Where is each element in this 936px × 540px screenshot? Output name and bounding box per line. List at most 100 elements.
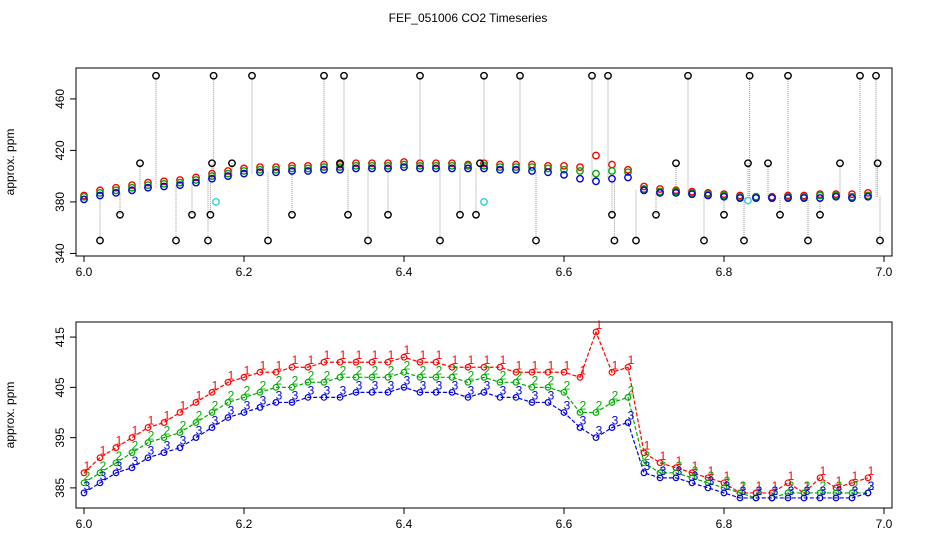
plot-frame [75,321,893,509]
point-label: 3 [452,378,459,392]
point-label: 3 [804,484,811,498]
point-label: 2 [740,479,747,493]
data-point [384,388,392,396]
point-label: 2 [308,368,315,382]
data-point [528,399,536,406]
data-point [480,198,488,206]
data-point [272,383,280,391]
point-label: 3 [148,444,155,458]
data-point [608,368,616,376]
point-label: 3 [500,383,507,397]
point-label: 3 [724,479,731,493]
data-point [256,163,264,172]
data-point [496,163,504,172]
point-label: 3 [340,383,347,397]
point-label: 3 [260,393,267,407]
data-point [96,479,104,487]
point-label: 3 [420,378,427,392]
data-point [656,185,664,193]
data-point [608,174,616,183]
x-tick-label: 6.6 [556,265,573,279]
data-point [192,173,200,182]
point-label: 2 [100,459,107,473]
data-point [688,479,696,487]
data-point [212,198,220,206]
data-point [640,186,648,195]
point-label: 1 [132,424,139,438]
y-tick-label: 420 [53,140,67,160]
data-point [764,159,772,168]
data-point [368,358,376,366]
point-label: 1 [468,353,475,367]
point-label: 1 [388,348,395,362]
point-label: 3 [644,459,651,473]
data-point [364,236,372,245]
data-point [288,167,296,175]
x-tick-label: 6.0 [76,265,93,279]
point-label: 2 [692,464,699,478]
data-point [256,404,264,411]
point-label: 3 [468,383,475,397]
data-point [416,164,424,173]
data-point [576,373,584,381]
data-point [816,194,824,202]
data-point [624,419,632,426]
data-point [856,71,864,80]
y-axis-label: approx. ppm [3,129,17,196]
point-label: 1 [228,368,235,382]
data-point [624,394,632,401]
data-point [416,161,424,170]
point-label: 3 [708,474,715,488]
point-label: 2 [820,479,827,493]
data-point [432,388,440,396]
data-point [304,363,312,371]
data-point [272,368,280,376]
data-point [96,454,104,462]
data-point [320,163,328,172]
point-label: 2 [324,368,331,382]
data-point [816,191,824,200]
point-label: 1 [772,479,779,493]
point-label: 2 [580,398,587,412]
data-point [816,210,824,219]
data-point [288,161,296,170]
y-axis-label: approx. ppm [3,382,17,449]
point-label: 2 [836,479,843,493]
point-label: 3 [196,424,203,438]
series-line [83,386,869,499]
data-point [876,236,884,245]
data-point [172,236,180,245]
data-point [340,71,348,80]
data-point [128,434,136,442]
data-point [476,159,484,168]
point-label: 3 [676,464,683,478]
data-point [176,176,184,184]
data-point [832,494,840,502]
data-point [96,191,104,200]
data-point [688,190,696,199]
data-point [96,236,104,245]
data-point [576,424,584,431]
data-point [560,368,568,376]
point-label: 1 [260,358,267,372]
point-label: 3 [164,439,171,453]
data-point [836,159,844,168]
x-tick-label: 6.2 [236,265,253,279]
data-point [240,164,248,173]
point-label: 2 [228,388,235,402]
data-point [112,186,120,195]
data-point [400,368,408,376]
data-point [640,182,648,191]
data-point [256,168,264,177]
data-point [432,373,440,381]
data-point [624,168,632,177]
data-point [368,159,376,168]
data-point [240,169,248,178]
data-point [128,449,136,457]
point-label: 2 [84,469,91,483]
point-label: 2 [676,459,683,473]
point-label: 1 [612,358,619,372]
data-point [304,161,312,170]
point-label: 2 [644,449,651,463]
data-point [592,177,600,186]
